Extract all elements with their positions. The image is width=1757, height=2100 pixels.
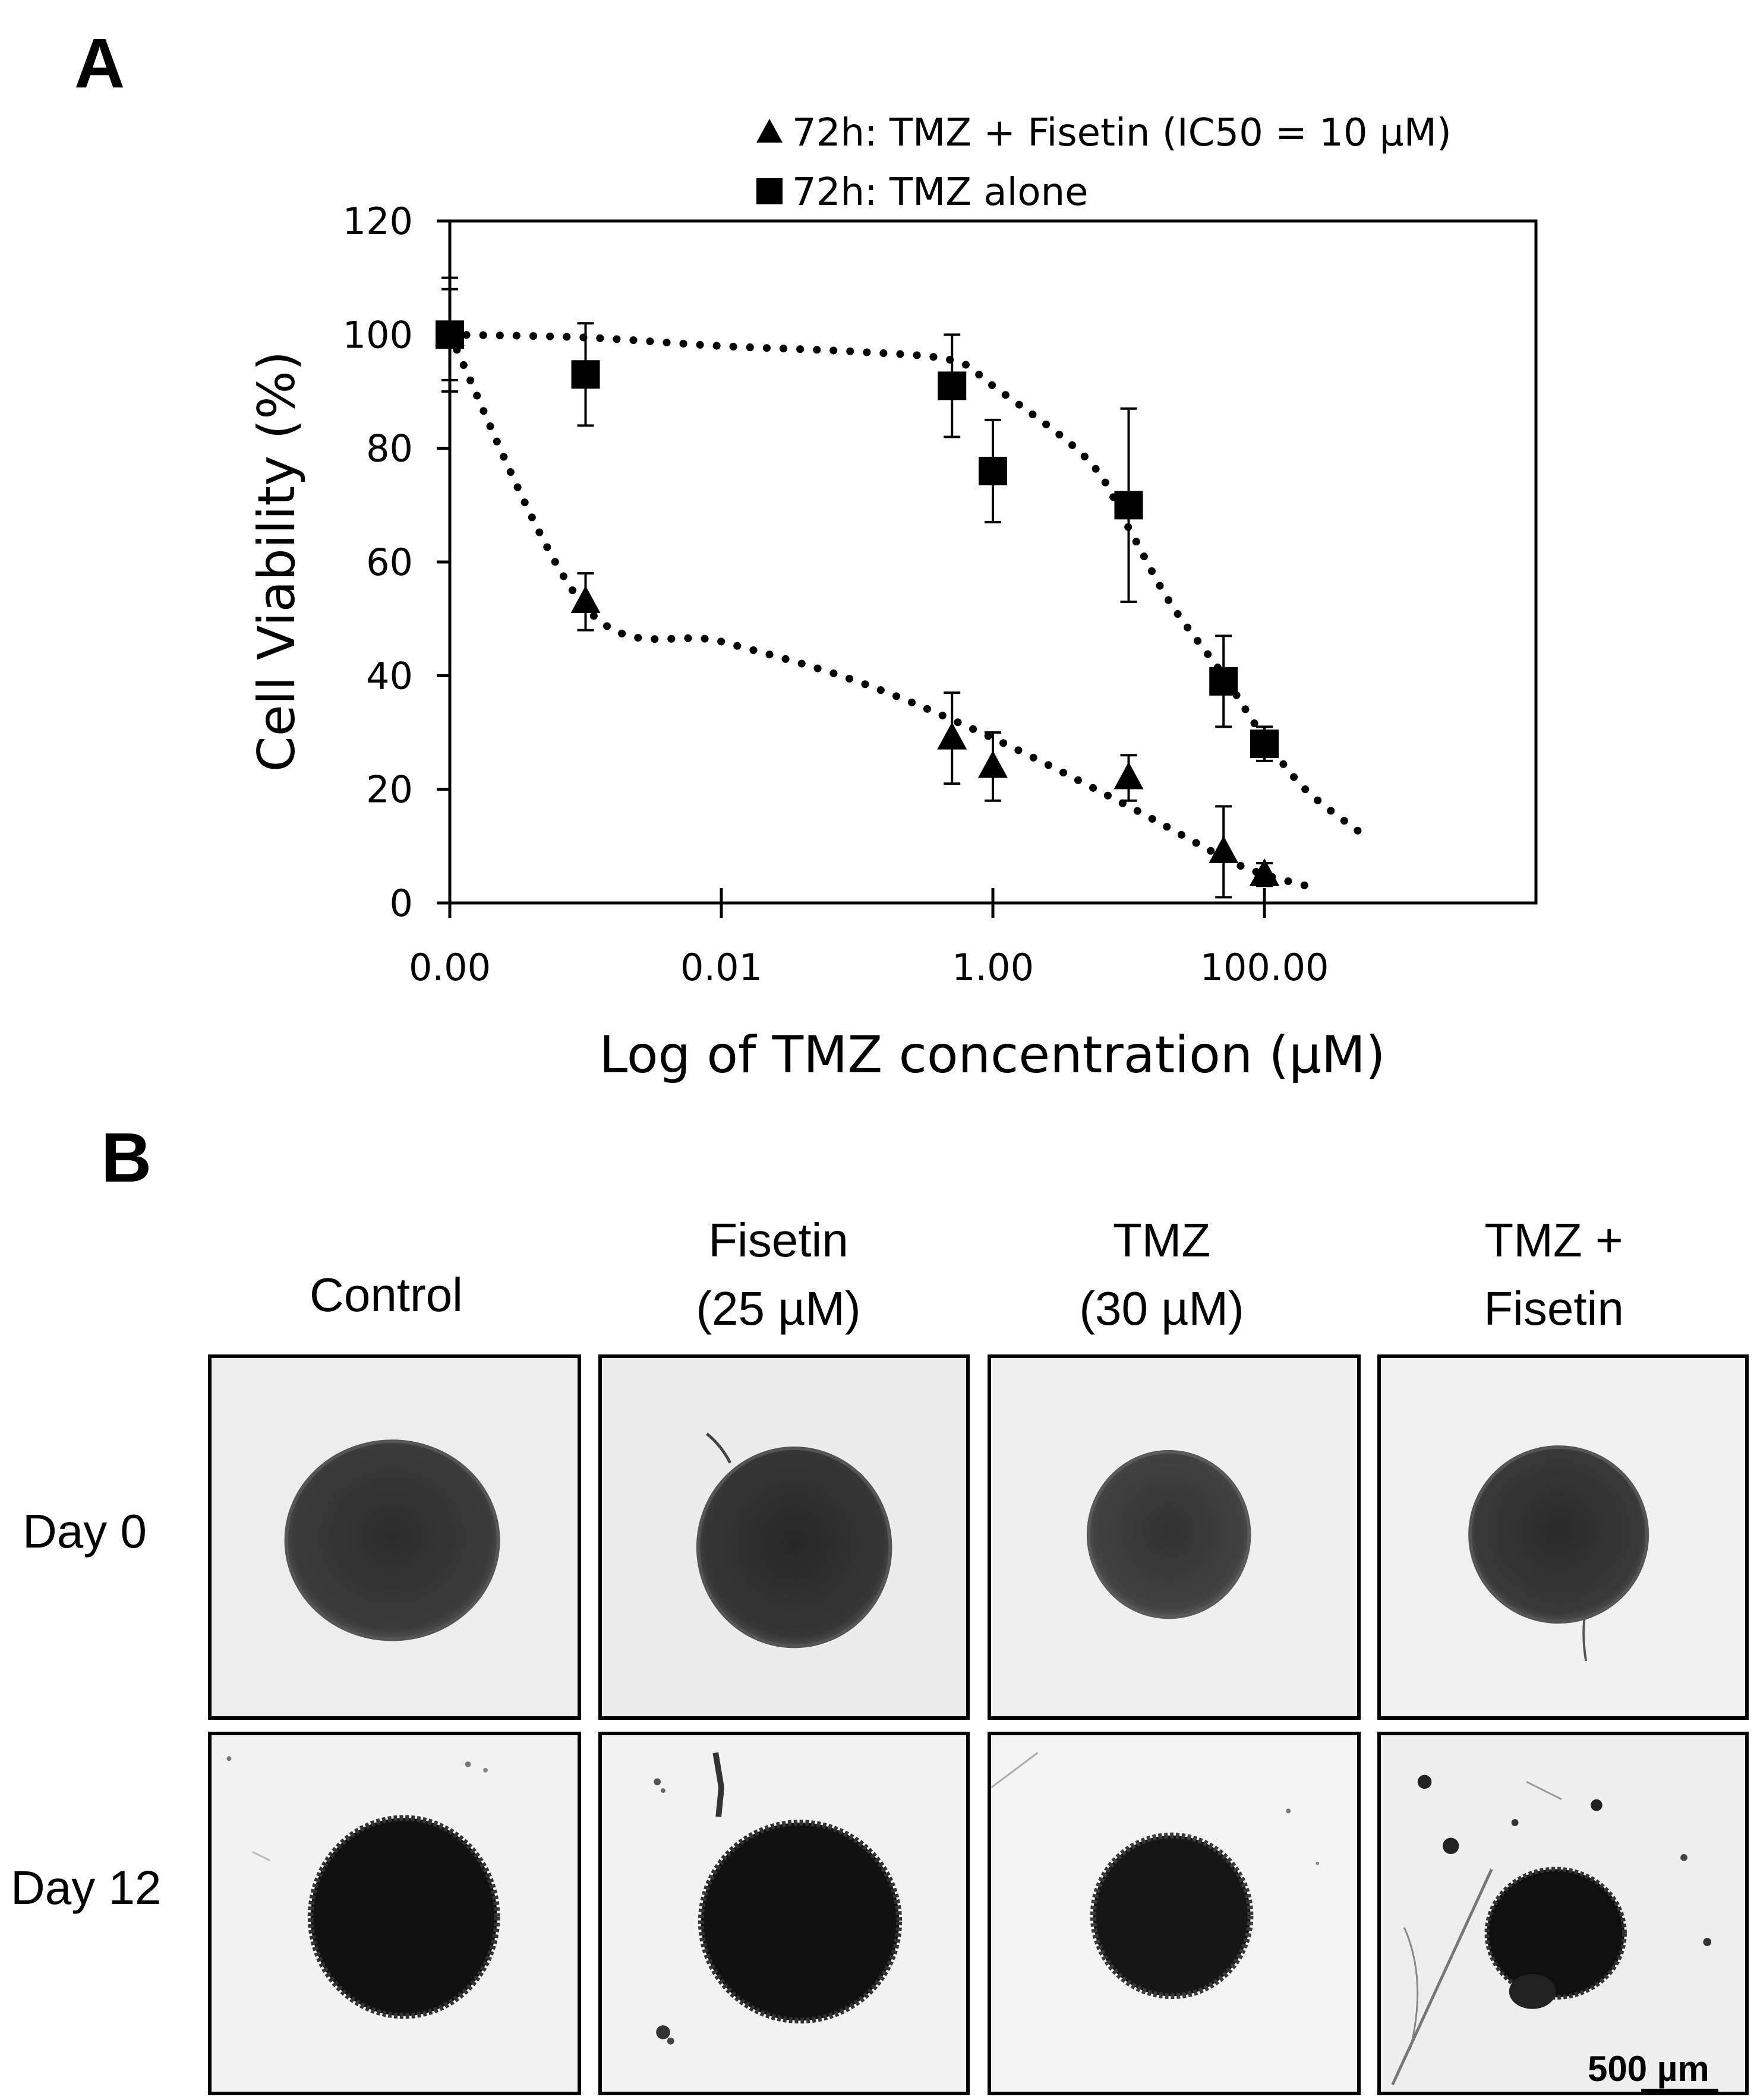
x-tick-label: 1.00 bbox=[952, 946, 1034, 989]
square-marker bbox=[571, 360, 600, 389]
y-tick-label: 40 bbox=[366, 654, 413, 697]
y-axis-title: Cell Viability (%) bbox=[247, 351, 307, 772]
y-tick-label: 100 bbox=[343, 313, 413, 356]
column-label-tmz: TMZ (30 µM) bbox=[1079, 1214, 1244, 1335]
y-tick-label: 0 bbox=[390, 882, 413, 925]
y-tick-label: 80 bbox=[366, 427, 413, 470]
trendline-tmz-alone bbox=[446, 330, 1364, 836]
data-markers bbox=[435, 318, 1279, 886]
image-day12-fisetin bbox=[598, 1732, 970, 2095]
square-marker bbox=[979, 456, 1007, 485]
square-marker bbox=[1114, 491, 1143, 520]
triangle-marker bbox=[1113, 762, 1144, 790]
scale-bar bbox=[1641, 2089, 1718, 2092]
y-tick-label: 20 bbox=[366, 768, 413, 811]
image-day0-tmz-fisetin bbox=[1377, 1354, 1749, 1720]
triangle-marker bbox=[1209, 835, 1239, 863]
scale-bar-label: 500 µm bbox=[1588, 2049, 1709, 2089]
square-marker bbox=[1250, 730, 1279, 759]
triangle-marker bbox=[1250, 858, 1279, 886]
row-label-day-0: Day 0 bbox=[23, 1505, 147, 1558]
y-axis: 0 20 40 60 80 100 120 bbox=[343, 200, 450, 925]
triangle-marker bbox=[570, 585, 601, 613]
image-day12-tmz-fisetin: 500 µm bbox=[1377, 1732, 1749, 2095]
y-tick-label: 60 bbox=[366, 541, 413, 584]
x-tick-label: 0.01 bbox=[680, 946, 762, 989]
image-day0-tmz bbox=[988, 1354, 1361, 1720]
image-day0-fisetin bbox=[598, 1354, 970, 1720]
square-marker bbox=[436, 320, 464, 349]
legend-square-marker bbox=[756, 178, 783, 204]
viability-chart: 0 20 40 60 80 100 120 0.00 0.01 1.00 100.00 72h: … bbox=[247, 111, 1538, 1085]
square-marker bbox=[1209, 667, 1238, 696]
x-axis-title: Log of TMZ concentration (µM) bbox=[599, 1025, 1385, 1085]
image-day12-control bbox=[208, 1732, 581, 2095]
triangle-marker bbox=[978, 750, 1008, 778]
x-axis: 0.00 0.01 1.00 100.00 bbox=[409, 888, 1536, 989]
legend-label: 72h: TMZ + Fisetin (IC50 = 10 µM) bbox=[792, 111, 1452, 155]
x-tick-label: 0.00 bbox=[409, 946, 491, 989]
legend-label: 72h: TMZ alone bbox=[792, 170, 1089, 214]
square-marker bbox=[938, 371, 967, 400]
column-label-tmz-fisetin: TMZ + Fisetin bbox=[1484, 1214, 1624, 1335]
panel-b-label: B bbox=[101, 1119, 152, 1197]
row-label-day-12: Day 12 bbox=[11, 1861, 162, 1914]
image-day0-control bbox=[208, 1354, 581, 1720]
column-label-control: Control bbox=[310, 1268, 463, 1321]
y-tick-label: 120 bbox=[343, 200, 413, 243]
legend: 72h: TMZ + Fisetin (IC50 = 10 µM) 72h: TM… bbox=[756, 111, 1452, 214]
legend-triangle-marker bbox=[756, 119, 783, 143]
image-day12-tmz bbox=[988, 1732, 1361, 2095]
x-tick-label: 100.00 bbox=[1200, 946, 1329, 989]
column-label-fisetin: Fisetin (25 µM) bbox=[696, 1214, 861, 1335]
triangle-marker bbox=[937, 722, 967, 750]
error-bars bbox=[441, 276, 1273, 899]
panel-a-label: A bbox=[74, 24, 125, 103]
